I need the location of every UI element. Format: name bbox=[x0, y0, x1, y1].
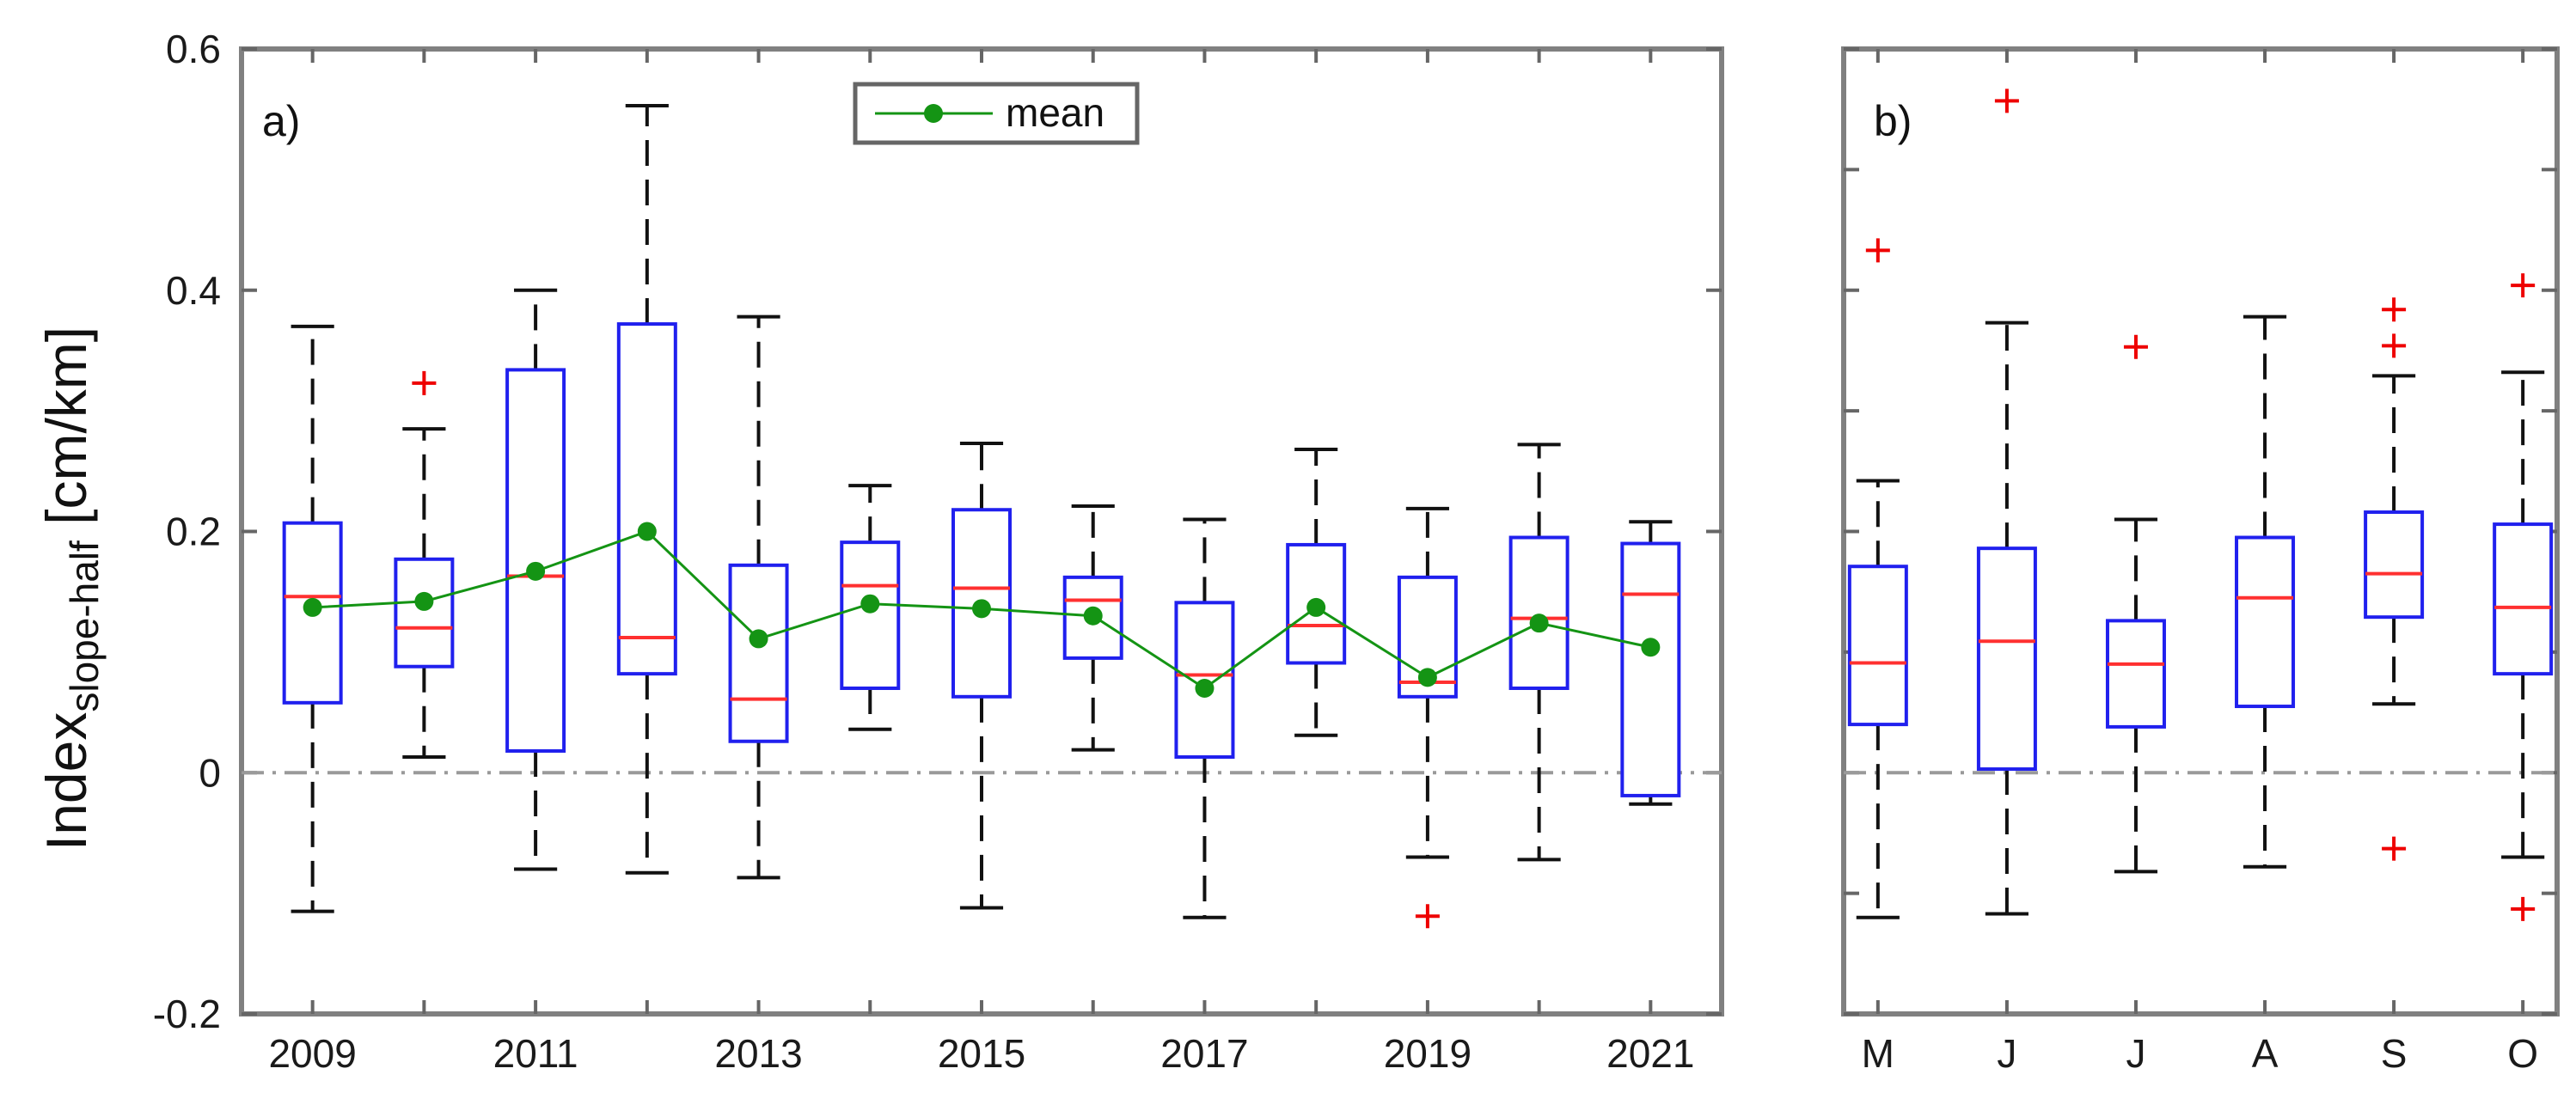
iqr-box bbox=[1062, 575, 1123, 660]
box-J bbox=[1976, 89, 2037, 916]
iqr-box bbox=[1620, 541, 1681, 797]
box-2009 bbox=[282, 324, 343, 913]
mean-point-2021 bbox=[1641, 638, 1661, 657]
iqr-box bbox=[2235, 535, 2296, 709]
x-tick-label: 2015 bbox=[938, 1031, 1025, 1076]
outlier-marker bbox=[1994, 89, 2019, 113]
box-O bbox=[2493, 273, 2554, 921]
iqr-box bbox=[505, 368, 566, 753]
y-axis-label-sub: slope-half bbox=[62, 540, 107, 712]
panel-a-label: a) bbox=[262, 97, 300, 145]
y-axis-label-unit: [cm/km] bbox=[34, 327, 98, 540]
box-A bbox=[2235, 314, 2296, 869]
x-tick-label: J bbox=[1997, 1031, 2016, 1076]
y-axis-label-main: Index bbox=[34, 712, 98, 851]
legend: mean bbox=[853, 82, 1140, 145]
y-tick-label: 0.6 bbox=[166, 27, 221, 71]
mean-point-2009 bbox=[303, 597, 322, 617]
iqr-box bbox=[1508, 535, 1569, 690]
iqr-box bbox=[394, 557, 455, 669]
iqr-box bbox=[1976, 546, 2037, 772]
x-tick-label: 2017 bbox=[1160, 1031, 1248, 1076]
legend-mean-marker bbox=[924, 104, 943, 123]
box-2013 bbox=[728, 314, 789, 880]
x-tick-label: J bbox=[2126, 1031, 2145, 1076]
outlier-marker bbox=[2123, 334, 2148, 359]
mean-point-2019 bbox=[1417, 668, 1437, 687]
outlier-marker bbox=[2382, 333, 2407, 358]
outlier-marker bbox=[2511, 896, 2536, 921]
box-S bbox=[2364, 297, 2425, 861]
x-tick-label: 2011 bbox=[493, 1031, 578, 1076]
box-2010 bbox=[394, 370, 455, 760]
box-2015 bbox=[951, 442, 1012, 910]
box-M bbox=[1847, 238, 1908, 919]
x-tick-label: A bbox=[2252, 1031, 2279, 1076]
iqr-box bbox=[840, 540, 901, 690]
box-2012 bbox=[616, 103, 677, 875]
outlier-marker bbox=[2382, 297, 2407, 322]
iqr-box bbox=[1286, 542, 1347, 665]
box-2018 bbox=[1286, 448, 1347, 737]
y-tick-label: 0.4 bbox=[166, 268, 221, 313]
iqr-box bbox=[1847, 565, 1908, 727]
y-tick-label: 0.2 bbox=[166, 510, 221, 554]
box-2019 bbox=[1397, 506, 1458, 929]
iqr-box bbox=[728, 563, 789, 743]
x-tick-label: 2021 bbox=[1606, 1031, 1694, 1076]
outlier-marker bbox=[2382, 836, 2407, 861]
outlier-marker bbox=[2511, 273, 2536, 298]
x-tick-label: 2013 bbox=[714, 1031, 802, 1076]
box-J bbox=[2105, 334, 2166, 874]
x-tick-label: S bbox=[2381, 1031, 2408, 1076]
mean-point-2020 bbox=[1529, 614, 1549, 633]
legend-mean-label: mean bbox=[1006, 90, 1104, 135]
x-tick-label: M bbox=[1862, 1031, 1894, 1076]
mean-point-2013 bbox=[749, 629, 768, 649]
outlier-marker bbox=[412, 370, 437, 395]
x-tick-label: 2009 bbox=[268, 1031, 356, 1076]
outlier-marker bbox=[1865, 238, 1890, 263]
mean-point-2018 bbox=[1306, 597, 1326, 617]
box-2014 bbox=[840, 484, 901, 731]
box-2016 bbox=[1062, 504, 1123, 752]
outlier-marker bbox=[1415, 904, 1440, 929]
y-tick-label: -0.2 bbox=[153, 992, 221, 1036]
iqr-box bbox=[2493, 522, 2554, 676]
mean-point-2011 bbox=[526, 561, 546, 581]
mean-point-2017 bbox=[1195, 678, 1215, 698]
x-tick-label: O bbox=[2507, 1031, 2538, 1076]
mean-point-2016 bbox=[1083, 606, 1103, 626]
y-axis-label: Indexslope-half [cm/km] bbox=[34, 327, 107, 851]
panel-a: -0.2 0 0.2 0.4 0.6 2009 2011 2013 2015 2017 2019 20… bbox=[153, 27, 1724, 1076]
iqr-box bbox=[2105, 619, 2166, 729]
panel-b-label: b) bbox=[1874, 97, 1912, 145]
iqr-box bbox=[2364, 510, 2425, 620]
box-2020 bbox=[1508, 443, 1569, 862]
x-tick-label: 2019 bbox=[1384, 1031, 1472, 1076]
box-2017 bbox=[1174, 517, 1235, 919]
axes-frame-b bbox=[1841, 46, 2560, 1017]
mean-point-2010 bbox=[414, 591, 434, 611]
mean-point-2012 bbox=[637, 522, 657, 541]
iqr-box bbox=[616, 322, 677, 676]
box-2021 bbox=[1620, 520, 1681, 806]
mean-point-2015 bbox=[972, 599, 991, 619]
mean-point-2014 bbox=[860, 594, 880, 614]
y-tick-label: 0 bbox=[199, 750, 221, 795]
